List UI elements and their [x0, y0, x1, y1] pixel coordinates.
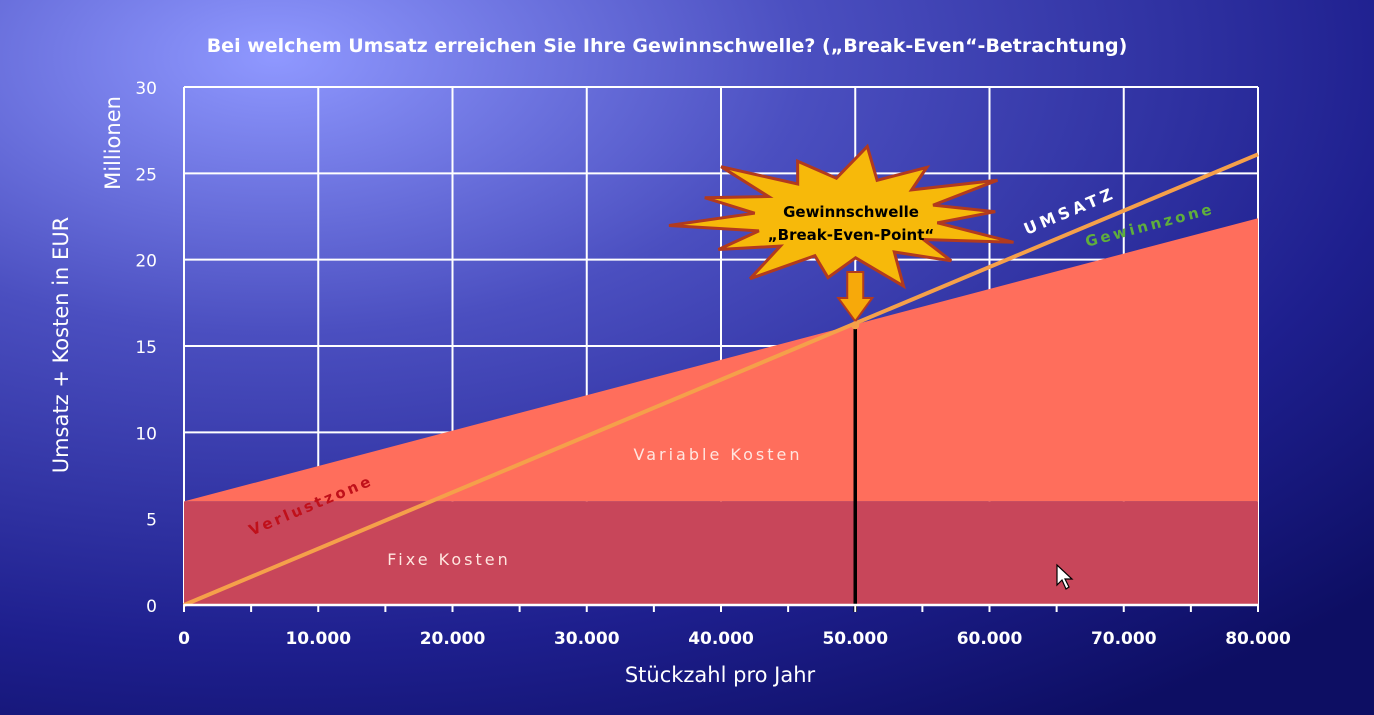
x-tick-label: 20.000 [420, 629, 486, 649]
y-unit-label: Millionen [101, 96, 125, 190]
cost-areas [184, 218, 1258, 605]
break-even-label-line1: Gewinnschwelle [783, 203, 919, 221]
variable-costs-area [184, 218, 1258, 502]
mouse-cursor-icon [1056, 563, 1074, 590]
y-tick-label: 20 [135, 252, 157, 272]
y-tick-label: 25 [135, 165, 157, 185]
y-tick-label: 10 [135, 424, 157, 444]
y-tick-label: 15 [135, 338, 157, 358]
x-tick-label: 40.000 [688, 629, 754, 649]
x-tick-label: 0 [178, 629, 190, 649]
fixed-costs-area [184, 501, 1258, 605]
x-tick-label: 50.000 [822, 629, 888, 649]
break-even-label-line2: „Break-Even-Point“ [768, 226, 934, 244]
x-tick-label: 80.000 [1225, 629, 1291, 649]
x-tick-label: 60.000 [957, 629, 1023, 649]
axes: 0 10.000 20.000 30.000 40.000 50.000 60.000 70.… [135, 79, 1291, 649]
revenue-line [183, 152, 1259, 607]
break-even-arrow [836, 271, 875, 323]
chart-title: Bei welchem Umsatz erreichen Sie Ihre Ge… [207, 35, 1128, 57]
fixed-costs-label: Fixe Kosten [387, 550, 510, 569]
break-even-starburst: Gewinnschwelle „Break-Even-Point“ [668, 143, 1074, 590]
x-tick-label: 30.000 [554, 629, 620, 649]
variable-costs-label: Variable Kosten [634, 445, 803, 464]
break-even-point [851, 321, 860, 330]
x-tick-label: 10.000 [285, 629, 351, 649]
y-axis-title: Umsatz + Kosten in EUR [49, 217, 73, 474]
x-axis-title: Stückzahl pro Jahr [625, 663, 816, 687]
y-tick-label: 0 [146, 597, 157, 617]
y-tick-label: 5 [146, 511, 157, 531]
lines [183, 152, 1259, 612]
y-tick-label: 30 [135, 79, 157, 99]
x-tick-label: 70.000 [1091, 629, 1157, 649]
starburst-shape [668, 143, 1014, 290]
